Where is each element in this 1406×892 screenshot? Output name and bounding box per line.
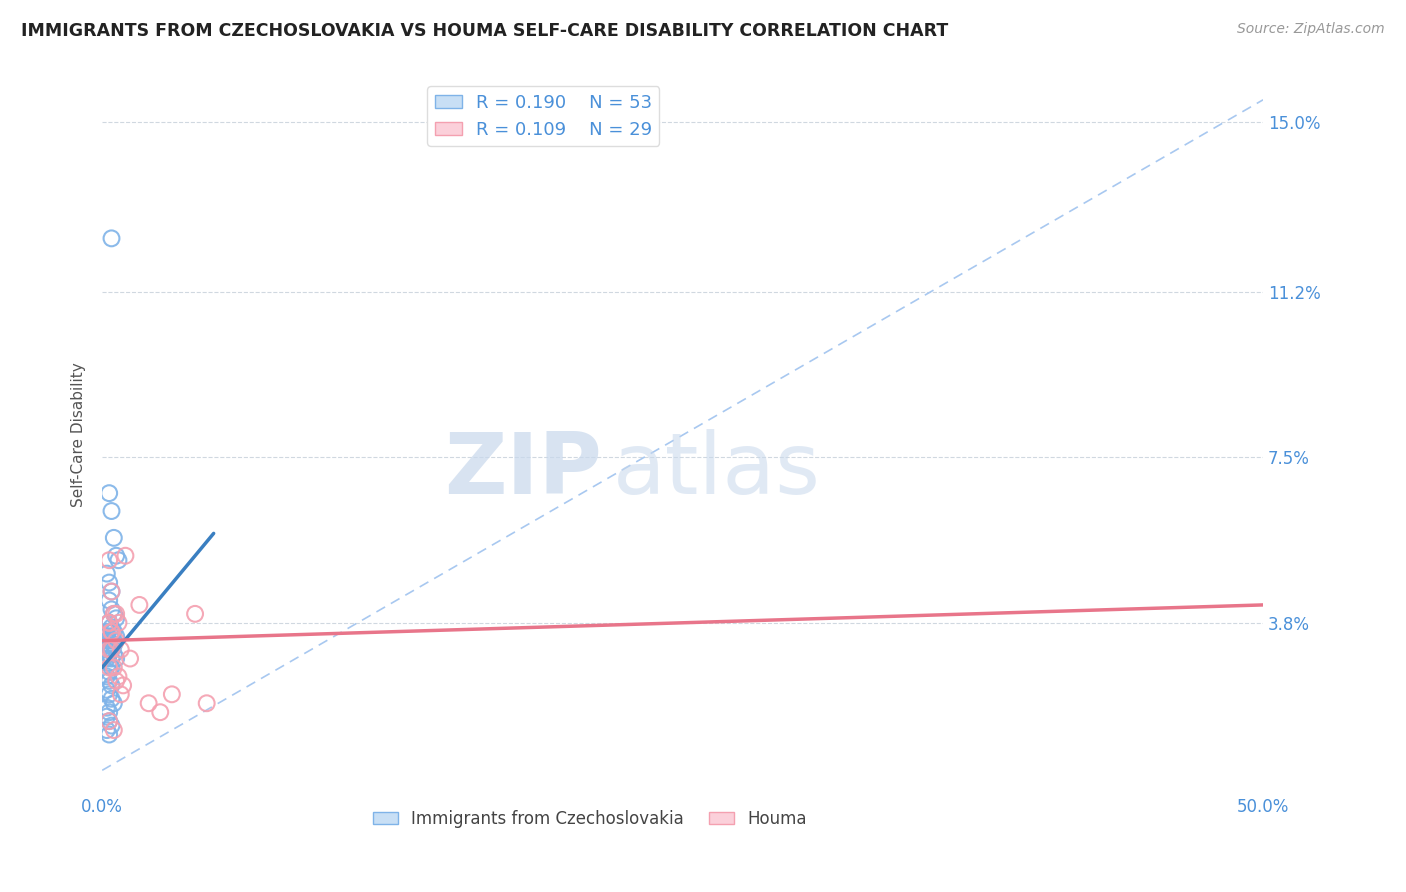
Point — [105, 673, 128, 688]
Point — [114, 549, 136, 563]
Point — [103, 531, 125, 545]
Text: IMMIGRANTS FROM CZECHOSLOVAKIA VS HOUMA SELF-CARE DISABILITY CORRELATION CHART: IMMIGRANTS FROM CZECHOSLOVAKIA VS HOUMA … — [21, 22, 948, 40]
Point — [98, 615, 121, 630]
Point — [105, 611, 128, 625]
Point — [98, 615, 121, 630]
Point — [105, 651, 128, 665]
Point — [100, 584, 122, 599]
Point — [98, 486, 121, 500]
Text: ZIP: ZIP — [444, 429, 602, 512]
Point — [96, 633, 118, 648]
Point — [103, 607, 125, 621]
Point — [100, 660, 122, 674]
Point — [107, 615, 129, 630]
Point — [96, 723, 118, 737]
Point — [98, 638, 121, 652]
Point — [98, 714, 121, 728]
Point — [107, 669, 129, 683]
Point — [103, 660, 125, 674]
Text: atlas: atlas — [613, 429, 821, 512]
Point — [96, 700, 118, 714]
Point — [98, 647, 121, 661]
Point — [100, 691, 122, 706]
Point — [98, 615, 121, 630]
Point — [96, 669, 118, 683]
Point — [96, 682, 118, 697]
Legend: Immigrants from Czechoslovakia, Houma: Immigrants from Czechoslovakia, Houma — [366, 803, 814, 834]
Point — [100, 629, 122, 643]
Point — [96, 624, 118, 639]
Point — [98, 593, 121, 607]
Point — [100, 584, 122, 599]
Point — [98, 660, 121, 674]
Point — [160, 687, 183, 701]
Point — [103, 723, 125, 737]
Point — [96, 629, 118, 643]
Point — [100, 624, 122, 639]
Point — [105, 633, 128, 648]
Point — [98, 633, 121, 648]
Point — [100, 620, 122, 634]
Point — [98, 714, 121, 728]
Point — [98, 656, 121, 670]
Point — [120, 651, 142, 665]
Point — [98, 642, 121, 657]
Point — [100, 624, 122, 639]
Point — [149, 705, 172, 719]
Point — [100, 651, 122, 665]
Point — [100, 642, 122, 657]
Point — [107, 553, 129, 567]
Point — [98, 638, 121, 652]
Point — [98, 575, 121, 590]
Point — [98, 727, 121, 741]
Point — [103, 647, 125, 661]
Point — [105, 607, 128, 621]
Point — [96, 566, 118, 581]
Point — [103, 638, 125, 652]
Point — [98, 553, 121, 567]
Point — [100, 231, 122, 245]
Point — [96, 651, 118, 665]
Point — [100, 718, 122, 732]
Point — [98, 687, 121, 701]
Point — [98, 673, 121, 688]
Text: Source: ZipAtlas.com: Source: ZipAtlas.com — [1237, 22, 1385, 37]
Point — [138, 696, 160, 710]
Point — [100, 504, 122, 518]
Point — [105, 549, 128, 563]
Point — [128, 598, 150, 612]
Point — [100, 678, 122, 692]
Point — [103, 607, 125, 621]
Point — [98, 615, 121, 630]
Y-axis label: Self-Care Disability: Self-Care Disability — [72, 363, 86, 508]
Point — [98, 665, 121, 679]
Point — [98, 615, 121, 630]
Point — [110, 642, 132, 657]
Point — [103, 624, 125, 639]
Point — [98, 705, 121, 719]
Point — [96, 709, 118, 723]
Point — [100, 642, 122, 657]
Point — [100, 602, 122, 616]
Point — [100, 624, 122, 639]
Point — [112, 678, 135, 692]
Point — [110, 687, 132, 701]
Point — [100, 642, 122, 657]
Point — [103, 633, 125, 648]
Point — [195, 696, 218, 710]
Point — [105, 629, 128, 643]
Point — [103, 696, 125, 710]
Point — [96, 642, 118, 657]
Point — [184, 607, 207, 621]
